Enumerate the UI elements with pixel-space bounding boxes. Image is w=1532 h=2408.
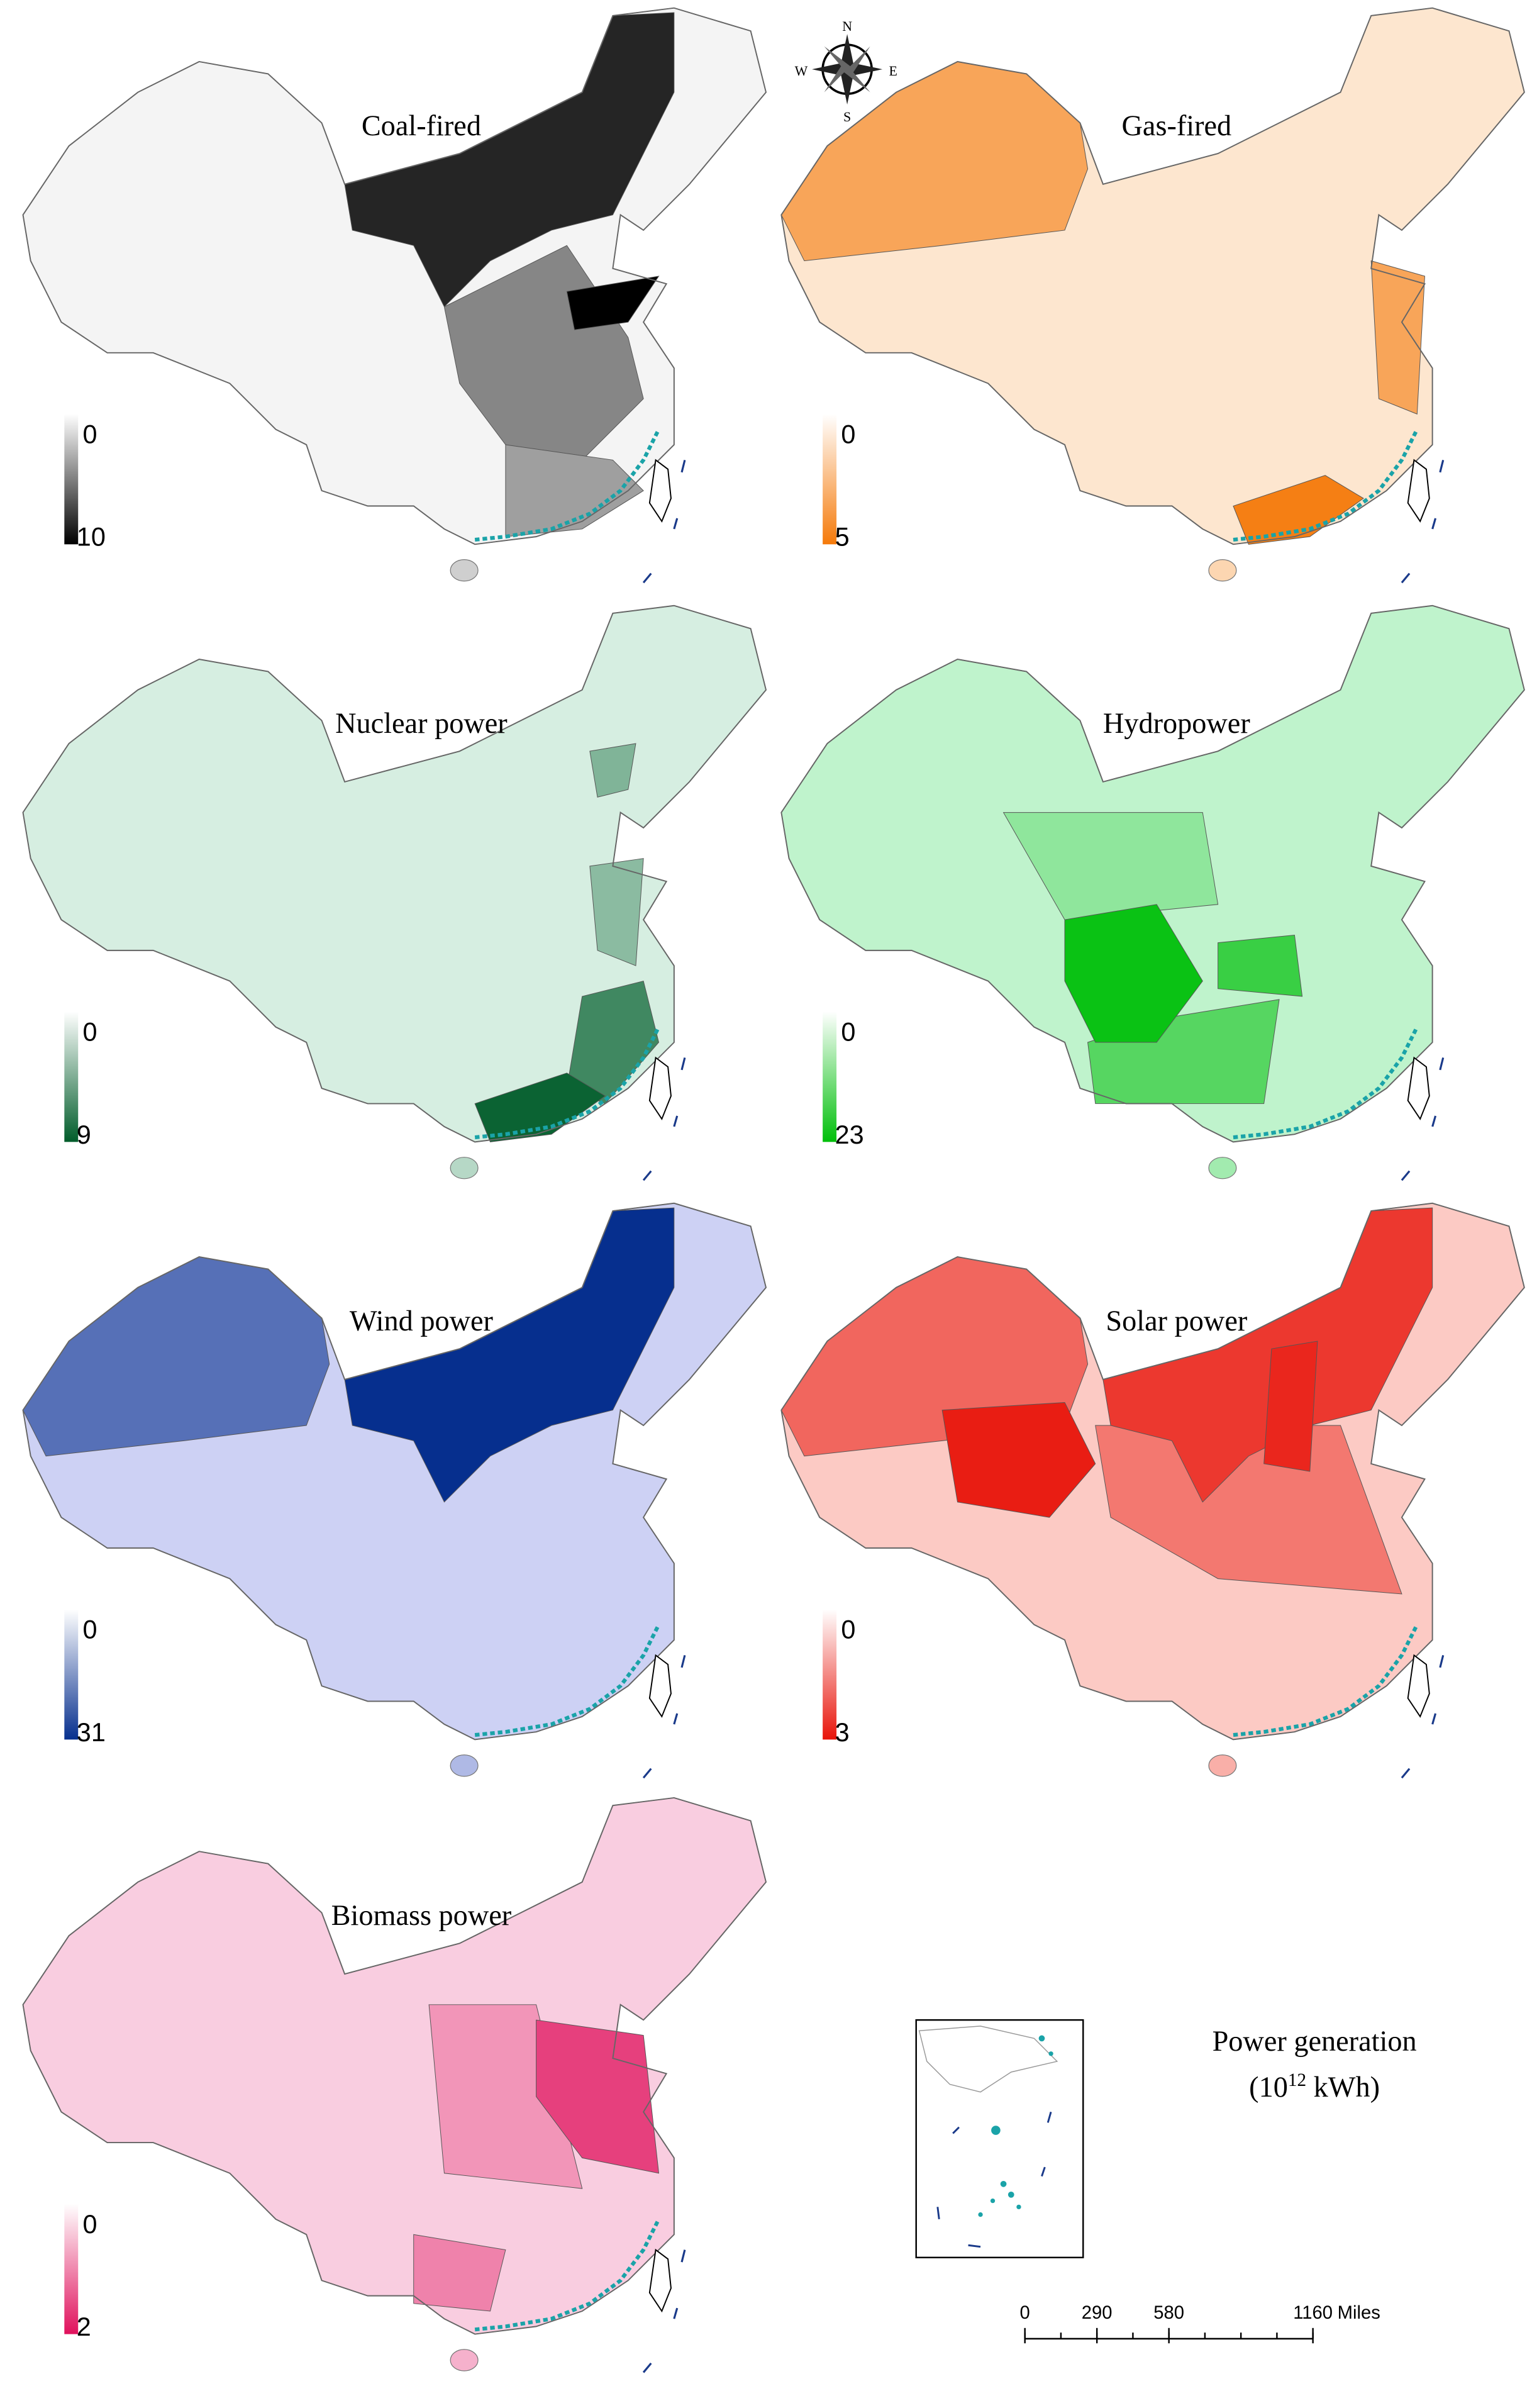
province-region	[1233, 475, 1364, 545]
compass: N S E W	[795, 18, 897, 125]
map-panel: 0 23 Hydropower	[780, 605, 1526, 1181]
inset-map	[915, 2019, 1084, 2258]
panel-title: Biomass power	[331, 1900, 512, 1932]
unit-exponent: 12	[1288, 2070, 1306, 2090]
compass-w: W	[795, 63, 808, 79]
map-panel: 0 9 Nuclear power	[22, 605, 767, 1181]
map-panel: 0 10 Coal-fired	[22, 7, 767, 584]
legend-max: 3	[835, 1718, 850, 1747]
legend-max: 10	[77, 523, 106, 552]
legend-max: 9	[77, 1120, 91, 1149]
province-region	[22, 1256, 330, 1457]
panel-title: Solar power	[1106, 1305, 1247, 1337]
legend-min: 0	[841, 1615, 855, 1644]
legend-max: 2	[77, 2312, 91, 2341]
legend-max: 23	[835, 1120, 864, 1149]
hainan	[1208, 559, 1237, 582]
legend-unit: (1012 kWh)	[1249, 2070, 1380, 2104]
scale-unit: Miles	[1338, 2303, 1380, 2323]
legend-bar	[64, 414, 79, 545]
legend-bar	[823, 414, 837, 545]
map-panel: 0 5 Gas-fired	[780, 7, 1526, 584]
taiwan	[648, 1056, 672, 1120]
compass-e: E	[889, 63, 897, 79]
province-region	[474, 1073, 606, 1142]
province-region	[780, 61, 1089, 262]
province-region	[1064, 904, 1203, 1043]
hainan	[1208, 1754, 1237, 1777]
coast-islands	[1233, 1026, 1419, 1140]
province-region	[1263, 1341, 1318, 1472]
province-region	[413, 2234, 506, 2312]
sea-dashes	[1401, 459, 1445, 584]
scale-label: 0	[1020, 2303, 1030, 2323]
legend-min: 0	[841, 1018, 855, 1047]
legend-min: 0	[841, 420, 855, 449]
panel-title: Hydropower	[1103, 708, 1250, 740]
panel-title: Gas-fired	[1121, 110, 1231, 142]
legend-min: 0	[83, 1018, 97, 1047]
map-panel: 0 3 Solar power	[780, 1202, 1526, 1779]
hainan	[1208, 1157, 1237, 1179]
sea-dashes	[1401, 1057, 1445, 1181]
legend-min: 0	[83, 2210, 97, 2239]
scale-bar: 0 290 580 1160 Miles	[1020, 2303, 1380, 2344]
map-panel: 0 2 Biomass power	[22, 1797, 767, 2373]
legend-min: 0	[83, 1615, 97, 1644]
hainan	[450, 1157, 479, 1179]
province-region	[536, 2019, 660, 2174]
sea-dashes	[1401, 1655, 1445, 1779]
sea-dashes	[642, 1057, 686, 1181]
map-panel: 0 31 Wind power	[22, 1202, 767, 1779]
panel-title: Nuclear power	[335, 708, 508, 740]
sea-dashes	[642, 1655, 686, 1779]
compass-n: N	[842, 18, 852, 34]
province-region	[941, 1402, 1096, 1518]
coast-islands	[474, 1026, 661, 1140]
panel-title: Wind power	[350, 1305, 493, 1337]
coast-islands	[474, 2218, 661, 2332]
scale-label: 580	[1153, 2303, 1184, 2323]
legend-max: 5	[835, 523, 850, 552]
panel-title: Coal-fired	[362, 110, 481, 142]
legend-bar	[64, 2204, 79, 2334]
scale-label: 290	[1082, 2303, 1113, 2323]
legend-title: Power generation	[1213, 2026, 1417, 2058]
legend-bar	[823, 1609, 837, 1740]
coast-islands	[474, 428, 661, 542]
compass-s: S	[843, 109, 851, 125]
sea-dashes	[642, 459, 686, 584]
scale-label: 1160	[1293, 2303, 1333, 2323]
province-region	[589, 743, 636, 798]
hainan	[450, 559, 479, 582]
taiwan	[648, 1654, 672, 1718]
taiwan	[1407, 1056, 1430, 1120]
province-region	[505, 444, 644, 537]
unit-base: (10	[1249, 2071, 1288, 2104]
province-region	[1218, 934, 1303, 997]
legend-min: 0	[83, 420, 97, 449]
unit-suffix: kWh)	[1306, 2071, 1380, 2104]
legend-bar	[823, 1012, 837, 1142]
sea-dashes	[642, 2249, 686, 2373]
taiwan	[648, 459, 672, 523]
coast-islands	[1233, 428, 1419, 542]
legend-bar	[64, 1609, 79, 1740]
province-region	[1370, 260, 1425, 415]
legend-bar	[64, 1012, 79, 1142]
hainan	[450, 1754, 479, 1777]
coast-islands	[474, 1624, 661, 1737]
taiwan	[1407, 1654, 1430, 1718]
province-region	[566, 980, 660, 1105]
province-region	[1002, 812, 1219, 920]
taiwan	[648, 2248, 672, 2313]
province-region	[566, 276, 660, 330]
taiwan	[1407, 459, 1430, 523]
hainan	[450, 2349, 479, 2372]
coast-islands	[1233, 1624, 1419, 1737]
legend-max: 31	[77, 1718, 106, 1747]
province-region	[589, 858, 644, 966]
